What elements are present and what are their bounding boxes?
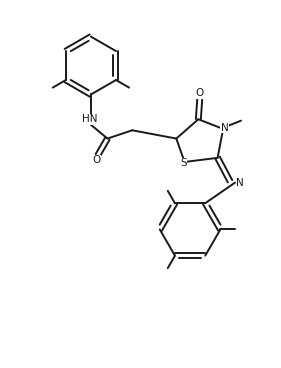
Text: O: O [92,155,101,165]
Text: N: N [221,123,228,132]
Text: O: O [196,88,204,98]
Text: S: S [180,158,187,168]
Text: HN: HN [82,114,97,124]
Text: N: N [236,178,244,188]
